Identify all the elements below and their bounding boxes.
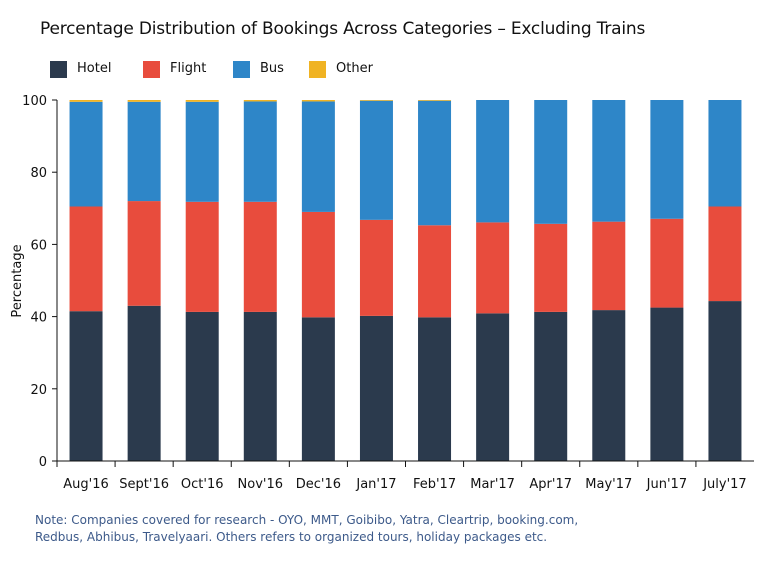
y-tick-label: 0 [39,455,47,470]
bar-bus-dec-16 [301,101,335,212]
y-tick-label: 20 [30,383,47,398]
x-tick-label: Jun'17 [646,477,687,492]
bar-other-jan-17 [359,100,393,101]
note-line-2: Redbus, Abhibus, Travelyaari. Others ref… [35,530,548,544]
bar-flight-july-17 [708,206,742,302]
legend-label-hotel: Hotel [77,61,112,76]
bar-bus-may-17 [592,100,626,222]
bar-hotel-jan-17 [359,315,393,461]
bar-bus-aug-16 [69,101,103,207]
bar-flight-aug-16 [69,206,103,312]
bar-flight-jun-17 [650,218,684,308]
y-tick-label: 100 [22,94,47,109]
chart-note: Note: Companies covered for research - O… [35,512,755,546]
bar-bus-july-17 [708,100,742,207]
x-tick-label: Aug'16 [63,477,109,492]
bar-other-dec-16 [301,100,335,102]
x-tick-label: Oct'16 [181,477,224,492]
bar-bus-sept-16 [127,101,161,202]
bar-hotel-apr-17 [534,311,568,461]
x-tick-label: Mar'17 [470,477,515,492]
bar-bus-jun-17 [650,100,684,219]
legend-label-flight: Flight [170,61,207,76]
bar-other-nov-16 [243,100,277,102]
legend-swatch-flight [143,61,160,78]
bar-flight-oct-16 [185,201,219,312]
bar-flight-apr-17 [534,223,568,312]
legend-swatch-bus [233,61,250,78]
bar-other-feb-17 [418,100,452,101]
legend-swatch-hotel [50,61,67,78]
x-tick-label: July'17 [702,477,747,492]
bar-bus-oct-16 [185,101,219,202]
bar-hotel-dec-16 [301,317,335,461]
bar-hotel-may-17 [592,310,626,461]
bar-other-sept-16 [127,100,161,102]
bar-flight-may-17 [592,221,626,311]
y-tick-label: 40 [30,311,47,326]
bar-hotel-nov-16 [243,311,277,461]
bar-bus-feb-17 [418,100,452,226]
note-line-1: Note: Companies covered for research - O… [35,513,579,527]
y-tick-label: 80 [30,166,47,181]
legend-label-bus: Bus [260,61,284,76]
x-tick-label: Jan'17 [355,477,396,492]
bar-hotel-july-17 [708,301,742,461]
bar-bus-jan-17 [359,100,393,220]
bar-other-aug-16 [69,100,103,102]
bar-flight-jan-17 [359,219,393,316]
bar-flight-nov-16 [243,201,277,312]
y-tick-label: 60 [30,238,47,253]
bar-bus-apr-17 [534,100,568,224]
bar-hotel-feb-17 [418,317,452,461]
legend-label-other: Other [336,61,373,76]
bar-bus-nov-16 [243,101,277,202]
bar-hotel-mar-17 [476,313,510,461]
bar-hotel-aug-16 [69,311,103,461]
bar-flight-feb-17 [418,225,452,318]
x-tick-label: May'17 [585,477,632,492]
x-tick-label: Feb'17 [413,477,456,492]
bar-hotel-oct-16 [185,311,219,461]
legend-swatch-other [309,61,326,78]
x-tick-label: Nov'16 [238,477,284,492]
bar-hotel-jun-17 [650,307,684,461]
x-tick-label: Sept'16 [119,477,169,492]
bar-flight-sept-16 [127,201,161,306]
x-tick-label: Dec'16 [296,477,341,492]
bar-bus-mar-17 [476,100,510,223]
y-axis-label: Percentage [10,244,25,317]
bar-flight-dec-16 [301,211,335,318]
bar-flight-mar-17 [476,222,510,314]
x-tick-label: Apr'17 [529,477,572,492]
chart-title: Percentage Distribution of Bookings Acro… [40,19,646,39]
bar-hotel-sept-16 [127,305,161,461]
bar-other-oct-16 [185,100,219,102]
